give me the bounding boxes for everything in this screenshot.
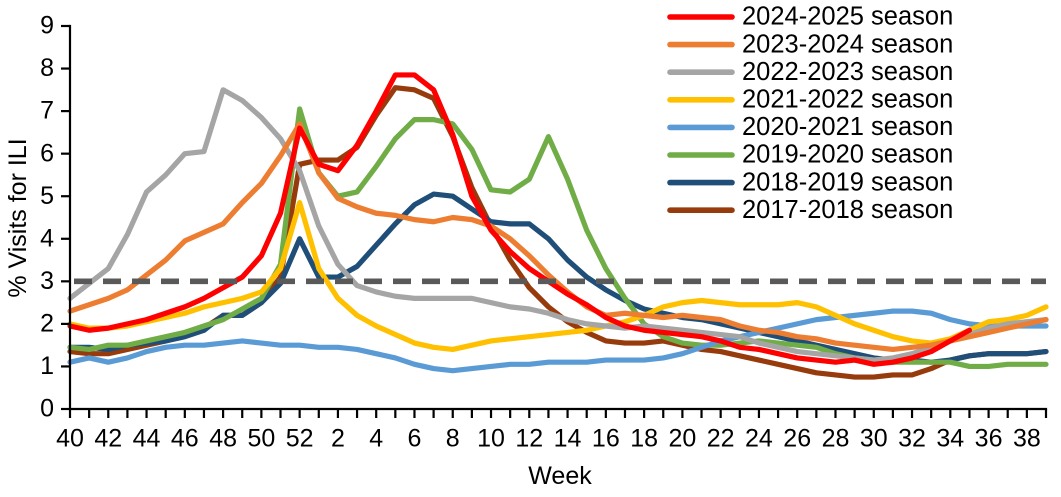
legend-label-2023-2024-season: 2023-2024 season [742, 30, 953, 58]
series-line-2021-2022-season [67, 200, 1049, 353]
x-tick-label-48: 48 [209, 425, 237, 453]
series-line-2022-2023-season [67, 87, 1049, 363]
legend-label-2021-2022-season: 2021-2022 season [742, 86, 953, 114]
x-tick-label-16: 16 [592, 425, 620, 453]
x-tick-label-28: 28 [822, 425, 850, 453]
x-tick-label-44: 44 [133, 425, 161, 453]
y-tick-label-4: 4 [40, 224, 54, 252]
x-tick-label-32: 32 [898, 425, 926, 453]
x-axis-title: Week [528, 462, 592, 490]
x-tick-label-40: 40 [56, 425, 84, 453]
y-tick-label-1: 1 [40, 352, 54, 380]
x-tick-label-6: 6 [408, 425, 422, 453]
legend-label-2024-2025-season: 2024-2025 season [742, 3, 953, 31]
y-tick-label-8: 8 [40, 54, 54, 82]
x-tick-label-30: 30 [860, 425, 888, 453]
y-tick-label-3: 3 [40, 267, 54, 295]
y-axis-title: % Visits for ILI [4, 138, 32, 297]
y-tick-label-6: 6 [40, 139, 54, 167]
series-line-2023-2024-season [67, 121, 1049, 353]
x-tick-label-14: 14 [554, 425, 582, 453]
x-tick-label-18: 18 [630, 425, 658, 453]
legend-label-2019-2020-season: 2019-2020 season [742, 141, 953, 169]
x-tick-label-24: 24 [745, 425, 773, 453]
legend-label-2022-2023-season: 2022-2023 season [742, 58, 953, 86]
y-tick-label-9: 9 [40, 12, 54, 40]
x-tick-label-12: 12 [515, 425, 543, 453]
x-tick-label-46: 46 [171, 425, 199, 453]
x-tick-label-26: 26 [783, 425, 811, 453]
y-tick-label-2: 2 [40, 309, 54, 337]
x-tick-label-50: 50 [247, 425, 275, 453]
legend-label-2018-2019-season: 2018-2019 season [742, 168, 953, 196]
y-tick-label-7: 7 [40, 97, 54, 125]
legend-label-2017-2018-season: 2017-2018 season [742, 196, 953, 224]
x-tick-label-22: 22 [707, 425, 735, 453]
x-tick-label-42: 42 [94, 425, 122, 453]
x-tick-label-4: 4 [369, 425, 383, 453]
x-tick-label-34: 34 [936, 425, 964, 453]
x-tick-label-38: 38 [1013, 425, 1041, 453]
x-tick-label-2: 2 [331, 425, 345, 453]
x-tick-label-8: 8 [446, 425, 460, 453]
y-tick-label-5: 5 [40, 182, 54, 210]
series-layer [67, 72, 1049, 380]
x-tick-label-52: 52 [286, 425, 314, 453]
y-tick-label-0: 0 [40, 395, 54, 423]
series-line-2020-2021-season [67, 308, 1049, 374]
axes-layer [61, 24, 1048, 418]
x-tick-label-20: 20 [668, 425, 696, 453]
x-tick-label-10: 10 [477, 425, 505, 453]
x-tick-label-36: 36 [975, 425, 1003, 453]
legend-label-2020-2021-season: 2020-2021 season [742, 113, 953, 141]
series-line-2024-2025-season [67, 72, 973, 367]
